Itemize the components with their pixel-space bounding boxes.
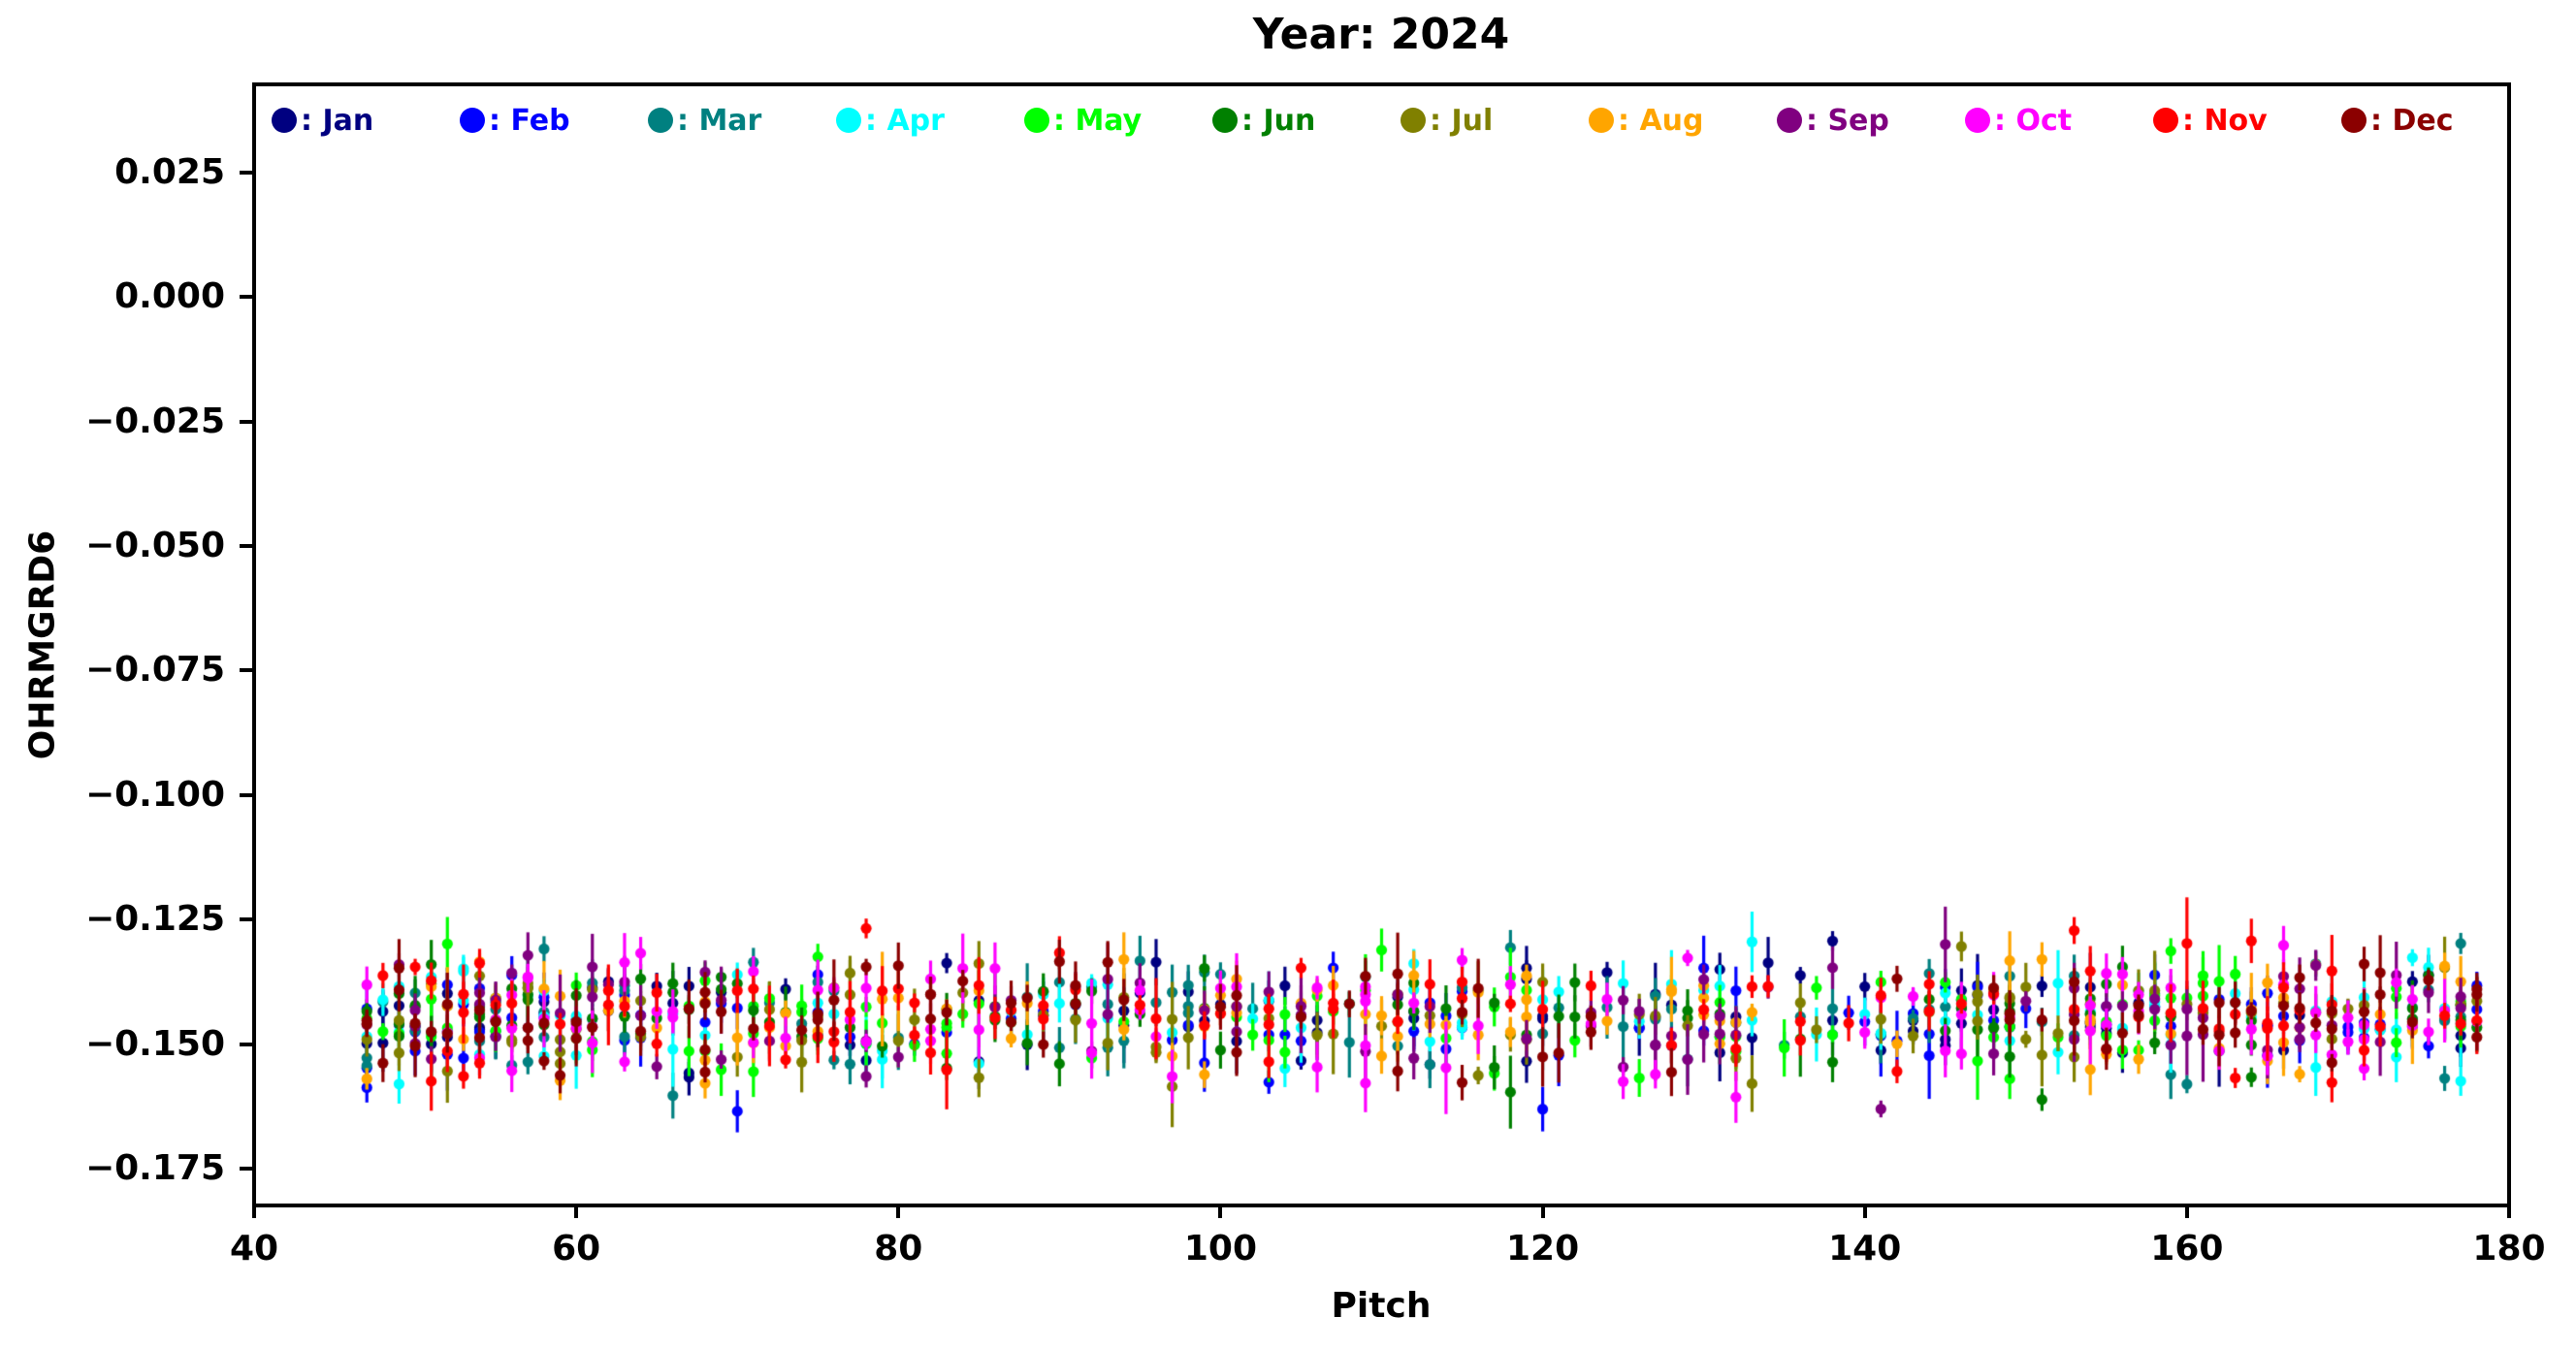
legend-label: : Jul xyxy=(1430,103,1494,138)
legend-entry-aug: : Aug xyxy=(1589,103,1704,138)
y-tick-label: −0.050 xyxy=(84,526,225,566)
y-tick-mark xyxy=(240,295,254,300)
x-tick-mark xyxy=(896,1205,901,1218)
y-tick-mark xyxy=(240,419,254,424)
y-tick-mark xyxy=(240,792,254,797)
y-axis-label: OHRMGRD6 xyxy=(22,530,63,760)
legend-entry-jul: : Jul xyxy=(1401,103,1493,138)
x-tick-label: 80 xyxy=(874,1229,923,1269)
y-tick-mark xyxy=(240,1166,254,1171)
y-tick-label: −0.150 xyxy=(84,1023,225,1064)
x-tick-label: 40 xyxy=(229,1229,279,1269)
x-tick-mark xyxy=(2184,1205,2189,1218)
y-tick-mark xyxy=(240,668,254,673)
legend-label: : May xyxy=(1053,103,1143,138)
x-tick-label: 100 xyxy=(1183,1229,1257,1269)
legend-entry-nov: : Nov xyxy=(2153,103,2268,138)
legend-entry-oct: : Oct xyxy=(1965,103,2072,138)
legend-marker-icon xyxy=(836,108,861,133)
x-tick-mark xyxy=(2507,1205,2511,1218)
legend-label: : Mar xyxy=(677,103,762,138)
legend-marker-icon xyxy=(1965,108,1990,133)
legend-marker-icon xyxy=(1777,108,1802,133)
legend-entry-sep: : Sep xyxy=(1777,103,1889,138)
y-tick-label: 0.025 xyxy=(114,151,225,192)
y-tick-label: −0.100 xyxy=(84,774,225,815)
legend-label: : Oct xyxy=(1994,103,2073,138)
y-tick-label: 0.000 xyxy=(114,276,225,317)
legend-entry-dec: : Dec xyxy=(2341,103,2453,138)
legend-label: : Jan xyxy=(301,103,374,138)
x-tick-mark xyxy=(1218,1205,1223,1218)
legend-entry-may: : May xyxy=(1024,103,1142,138)
legend-entry-apr: : Apr xyxy=(836,103,945,138)
x-tick-label: 140 xyxy=(1828,1229,1902,1269)
legend-label: : Apr xyxy=(865,103,945,138)
x-axis-label: Pitch xyxy=(1331,1286,1432,1326)
x-tick-label: 120 xyxy=(1505,1229,1580,1269)
legend-marker-icon xyxy=(460,108,485,133)
x-tick-mark xyxy=(252,1205,256,1218)
y-tick-mark xyxy=(240,1042,254,1046)
legend-entry-jan: : Jan xyxy=(272,103,373,138)
legend-marker-icon xyxy=(2153,108,2178,133)
y-tick-label: −0.125 xyxy=(84,899,225,940)
legend-label: : Sep xyxy=(1806,103,1889,138)
legend-marker-icon xyxy=(648,108,673,133)
y-tick-mark xyxy=(240,917,254,922)
legend-label: : Feb xyxy=(489,103,570,138)
x-tick-mark xyxy=(1540,1205,1545,1218)
legend-label: : Dec xyxy=(2370,103,2454,138)
x-tick-label: 60 xyxy=(552,1229,601,1269)
y-tick-mark xyxy=(240,170,254,175)
legend-label: : Aug xyxy=(1618,103,1704,138)
legend-marker-icon xyxy=(1401,108,1426,133)
legend-marker-icon xyxy=(272,108,297,133)
x-tick-label: 160 xyxy=(2150,1229,2224,1269)
y-tick-label: −0.075 xyxy=(84,650,225,691)
x-tick-mark xyxy=(574,1205,579,1218)
legend-entry-mar: : Mar xyxy=(648,103,761,138)
legend-entry-jun: : Jun xyxy=(1212,103,1315,138)
legend-label: : Jun xyxy=(1241,103,1316,138)
y-tick-mark xyxy=(240,544,254,549)
x-tick-mark xyxy=(1862,1205,1867,1218)
legend-entry-feb: : Feb xyxy=(460,103,570,138)
legend-marker-icon xyxy=(1024,108,1049,133)
x-tick-label: 180 xyxy=(2472,1229,2546,1269)
y-tick-label: −0.025 xyxy=(84,401,225,441)
y-tick-label: −0.175 xyxy=(84,1147,225,1188)
legend-marker-icon xyxy=(1212,108,1238,133)
legend-label: : Nov xyxy=(2182,103,2268,138)
legend-marker-icon xyxy=(1589,108,1614,133)
legend-marker-icon xyxy=(2341,108,2367,133)
